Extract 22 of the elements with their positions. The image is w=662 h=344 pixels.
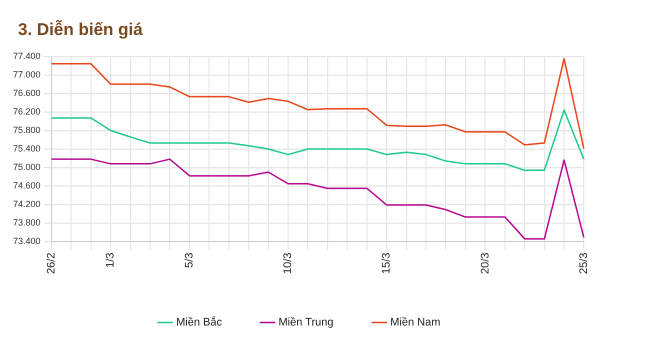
y-tick-label: 75.000 [12,162,41,172]
x-tick-label: 1/3 [104,252,117,268]
y-tick-label: 77.400 [12,50,41,61]
y-tick-label: 75.800 [12,124,41,135]
x-tick-label: 20/3 [479,252,492,274]
legend-label: Miền Trung [278,316,334,329]
y-tick-label: 77.000 [12,69,41,80]
x-tick-label: 26/2 [46,252,58,274]
x-tick-label: 25/3 [578,252,590,274]
legend-label: Miền Nam [390,316,440,329]
y-tick-label: 74.600 [12,180,41,191]
y-tick-label: 76.600 [12,88,41,98]
x-tick-label: 15/3 [380,252,393,274]
y-tick-label: 76.200 [12,106,41,116]
legend-label: Miền Bắc [176,316,222,329]
y-tick-label: 73.400 [12,236,41,246]
y-tick-label: 75.400 [12,143,41,154]
y-tick-label: 74.200 [12,199,41,210]
x-tick-label: 5/3 [184,252,196,268]
chart-title: 3. Diễn biến giá [18,20,143,40]
x-tick-label: 10/3 [282,252,294,274]
y-tick-label: 73.800 [12,218,41,228]
